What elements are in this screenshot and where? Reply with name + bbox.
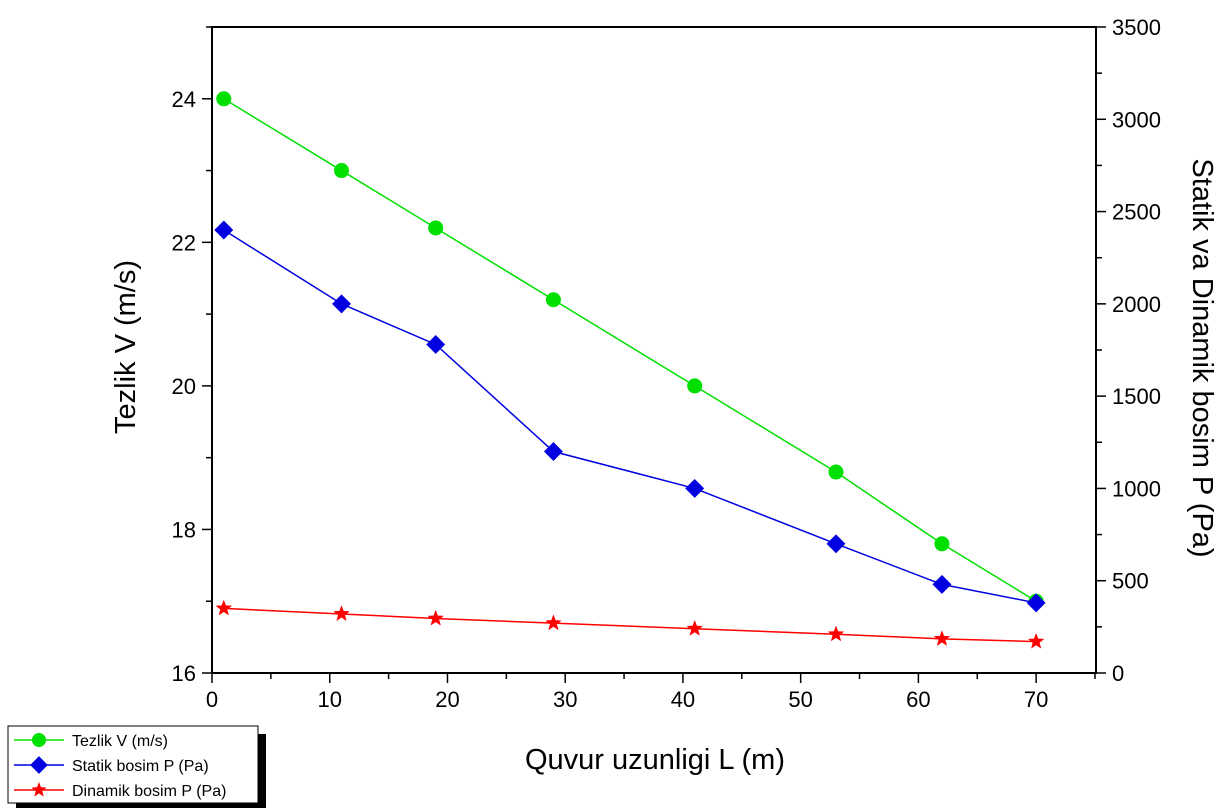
- x-tick-label: 50: [788, 687, 812, 712]
- series-1: [216, 91, 1044, 609]
- legend-label: Tezlik V (m/s): [72, 733, 168, 750]
- x-axis-title: Quvur uzunligi L (m): [525, 744, 785, 776]
- data-point: [428, 220, 444, 236]
- data-point: [545, 292, 561, 308]
- data-point: [828, 464, 844, 480]
- y-right-tick-label: 2000: [1112, 292, 1161, 317]
- series-2: [214, 220, 1046, 613]
- legend-marker: [30, 756, 48, 774]
- series-line: [223, 607, 1037, 643]
- y-left-tick-label: 20: [172, 374, 196, 399]
- data-point: [685, 478, 705, 498]
- y-right-tick-label: 0: [1112, 661, 1124, 686]
- data-point: [334, 163, 350, 179]
- x-tick-label: 20: [435, 687, 459, 712]
- y-right-tick-label: 3000: [1112, 107, 1161, 132]
- data-point: [427, 609, 445, 626]
- y-left-axis-title: Tezlik V (m/s): [110, 260, 142, 434]
- data-point: [827, 625, 845, 642]
- data-point: [332, 294, 351, 314]
- series-line: [223, 229, 1037, 604]
- plot-frame: [211, 26, 1097, 674]
- y-right-tick-label: 2500: [1112, 200, 1161, 225]
- x-tick-label: 0: [206, 687, 218, 712]
- legend-marker: [32, 733, 46, 747]
- y-left-tick-label: 24: [172, 87, 196, 112]
- legend-entry-3: Dinamik bosim P (Pa): [14, 781, 226, 800]
- data-point: [932, 574, 952, 594]
- x-tick-label: 70: [1024, 687, 1048, 712]
- legend-entry-1: Tezlik V (m/s): [14, 733, 168, 750]
- data-point: [1026, 593, 1046, 613]
- legend-label: Dinamik bosim P (Pa): [72, 783, 226, 800]
- data-point: [687, 378, 703, 394]
- y-left-tick-label: 18: [172, 517, 196, 542]
- series-layer: [214, 91, 1046, 649]
- y-right-axis-title: Statik va Dinamik bosim P (Pa): [1186, 158, 1218, 557]
- data-point: [1027, 632, 1045, 649]
- data-point: [686, 619, 704, 636]
- data-point: [933, 630, 951, 646]
- series-3: [215, 599, 1045, 649]
- data-point: [333, 605, 350, 622]
- legend-entry-2: Statik bosim P (Pa): [14, 756, 209, 775]
- y-left-tick-label: 16: [172, 661, 196, 686]
- x-tick-label: 40: [671, 687, 695, 712]
- x-tick-label: 10: [317, 687, 341, 712]
- data-point: [216, 91, 232, 107]
- axes: 0 10 20 30 40 50 60 70 16 18 20 22 24 0 500 1000 1500 200…: [172, 15, 1161, 712]
- y-right-tick-label: 1000: [1112, 476, 1161, 501]
- data-point: [545, 614, 562, 631]
- y-right-tick-label: 1500: [1112, 384, 1161, 409]
- y-left-tick-label: 22: [172, 230, 196, 255]
- legend-label: Statik bosim P (Pa): [72, 758, 209, 775]
- data-point: [826, 534, 846, 554]
- x-tick-label: 60: [906, 687, 930, 712]
- series-line: [223, 98, 1037, 602]
- data-point: [543, 442, 563, 461]
- y-right-tick-label: 3500: [1112, 15, 1161, 40]
- data-point: [426, 335, 446, 354]
- legend-marker: [31, 781, 47, 797]
- data-point: [215, 599, 233, 616]
- x-tick-label: 30: [553, 687, 577, 712]
- data-point: [934, 536, 950, 552]
- legend: Tezlik V (m/s) Statik bosim P (Pa) Dinamik…: [7, 725, 266, 808]
- y-right-tick-label: 500: [1112, 569, 1149, 594]
- data-point: [214, 220, 234, 240]
